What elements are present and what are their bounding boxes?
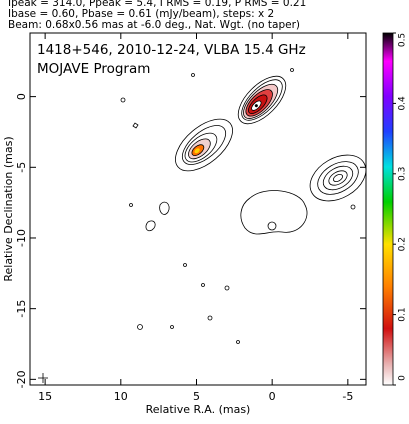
chart-subtitle: MOJAVE Program: [37, 61, 150, 77]
colorbar-tick-label: 0.5: [398, 33, 408, 47]
y-tick-label: -15: [15, 300, 28, 318]
header-line: Ibase = 0.60, Pbase = 0.61 (mJy/beam), s…: [8, 8, 274, 20]
header-line: Ipeak = 314.0, Ppeak = 5.4, I RMS = 0.19…: [8, 0, 306, 9]
y-tick-label: -20: [15, 370, 28, 388]
x-tick-label: -5: [342, 390, 353, 403]
y-tick-label: 0: [15, 93, 28, 100]
y-tick-label: -10: [15, 229, 28, 247]
colorbar-tick-label: 0.3: [398, 167, 408, 181]
colorbar: [382, 32, 394, 386]
colorbar-tick-label: 0.4: [398, 96, 408, 111]
y-tick-label: -5: [15, 162, 28, 173]
plot-frame: [29, 32, 367, 386]
x-axis-label: Relative R.A. (mas): [146, 403, 251, 416]
x-tick-label: 15: [38, 390, 52, 403]
colorbar-tick-label: 0: [398, 375, 408, 381]
x-tick-label: 5: [193, 390, 200, 403]
colorbar-tick-label: 0.1: [398, 307, 408, 321]
x-tick-label: 10: [114, 390, 128, 403]
header-line: Beam: 0.68x0.56 mas at -6.0 deg., Nat. W…: [8, 19, 300, 31]
y-axis-label: Relative Declination (mas): [2, 136, 15, 281]
chart-title: 1418+546, 2010-12-24, VLBA 15.4 GHz: [37, 42, 306, 58]
contour-map: [38, 68, 366, 383]
x-tick-label: 0: [269, 390, 276, 403]
colorbar-tick-label: 0.2: [398, 237, 408, 251]
